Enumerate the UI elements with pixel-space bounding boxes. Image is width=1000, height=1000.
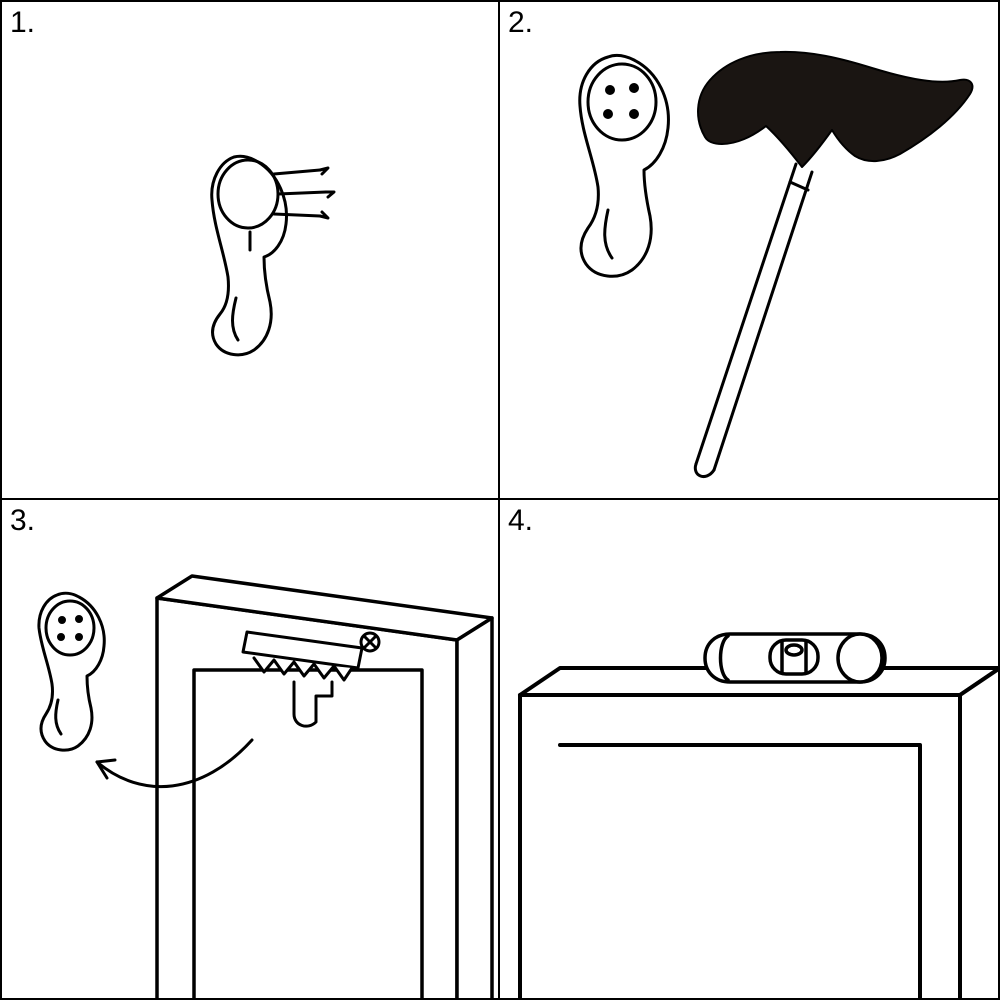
hammer-icon: [695, 52, 972, 477]
hammer-head: [698, 52, 972, 167]
step-3-label: 3.: [10, 504, 35, 538]
step-panel-3: 3.: [0, 500, 500, 1000]
wall-hook-icon: [39, 593, 104, 750]
step-panel-2: 2.: [500, 0, 1000, 500]
step-4-label: 4.: [508, 504, 533, 538]
step-panel-4: 4.: [500, 500, 1000, 1000]
picture-frame-icon: [157, 576, 492, 1000]
step-3-illustration: [2, 500, 500, 1000]
step-4-illustration: [500, 500, 1000, 1000]
hook-with-pins-icon: [212, 156, 334, 355]
instruction-grid: 1. 2.: [0, 0, 1000, 1000]
step-1-label: 1.: [10, 6, 35, 40]
step-1-illustration: [2, 2, 500, 500]
step-panel-1: 1.: [0, 0, 500, 500]
hook-front-icon: [580, 55, 669, 276]
step-2-illustration: [500, 2, 1000, 500]
frame-top-icon: [520, 668, 1000, 1000]
step-2-label: 2.: [508, 6, 533, 40]
bubble-level-icon: [705, 634, 885, 682]
